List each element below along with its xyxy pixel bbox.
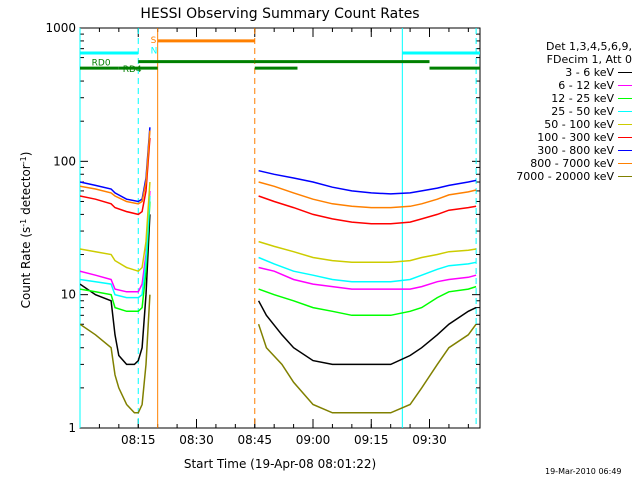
series-line <box>257 300 477 366</box>
y-tick-label: 100 <box>53 154 76 168</box>
plot-frame <box>79 27 481 429</box>
legend-item: 3 - 6 keV <box>500 66 632 79</box>
legend-swatch <box>618 124 632 125</box>
legend-swatch <box>618 72 632 73</box>
series-line <box>80 201 151 313</box>
legend-swatch <box>618 150 632 151</box>
legend-header-line-1: Det 1,3,4,5,6,9, <box>545 40 632 53</box>
flag-label: RD4 <box>123 65 142 75</box>
legend-item-label: 12 - 25 keV <box>551 92 614 105</box>
chart-title: HESSI Observing Summary Count Rates <box>140 6 419 22</box>
x-tick-label: 09:15 <box>354 433 389 447</box>
legend-item: 25 - 50 keV <box>500 105 632 118</box>
series-line <box>258 195 477 225</box>
series-line <box>258 181 477 209</box>
series-line <box>80 195 151 299</box>
x-tick-label: 08:45 <box>237 433 272 447</box>
legend-item-label: 300 - 800 keV <box>537 144 614 157</box>
series-line <box>258 256 477 283</box>
legend-item-label: 25 - 50 keV <box>551 105 614 118</box>
y-tick-label: 1 <box>68 421 76 435</box>
x-tick-label: 09:00 <box>296 433 331 447</box>
series-line <box>80 137 151 216</box>
legend-item: 7000 - 20000 keV <box>500 170 632 183</box>
series-line <box>258 169 477 195</box>
y-tick-label: 1000 <box>45 21 76 35</box>
x-axis-label: Start Time (19-Apr-08 08:01:22) <box>184 457 376 471</box>
legend-item: 300 - 800 keV <box>500 144 632 157</box>
legend-header-line-2: FDecim 1, Att 0 <box>546 53 632 66</box>
timestamp: 19-Mar-2010 06:49 <box>545 467 622 476</box>
legend-item: 6 - 12 keV <box>500 79 632 92</box>
legend-item-label: 3 - 6 keV <box>565 66 614 79</box>
legend-item-label: 50 - 100 keV <box>544 118 614 131</box>
series-line <box>258 285 477 317</box>
flag-label: RD0 <box>92 59 111 69</box>
flag-label: N <box>151 46 158 56</box>
series-line <box>80 181 151 273</box>
series-line <box>257 323 477 414</box>
y-axis-label: Count Rate (s-1 detector-1) <box>19 152 34 309</box>
x-tick-label: 08:30 <box>179 433 214 447</box>
series-line <box>80 214 151 366</box>
legend-item-label: 6 - 12 keV <box>558 79 614 92</box>
legend-item-label: 7000 - 20000 keV <box>516 170 614 183</box>
legend-swatch <box>618 98 632 99</box>
x-tick-label: 08:15 <box>121 433 156 447</box>
legend-item-label: 800 - 7000 keV <box>530 157 614 170</box>
series-line <box>258 266 477 290</box>
legend-swatch <box>618 85 632 86</box>
legend-swatch <box>618 176 632 177</box>
x-tick-label: 09:30 <box>412 433 447 447</box>
legend-item-label: 100 - 300 keV <box>537 131 614 144</box>
series-line <box>258 240 477 264</box>
flag-label: S <box>151 36 157 46</box>
legend-item: 12 - 25 keV <box>500 92 632 105</box>
plot-area: 1 10 100 1000 08:15 08:30 08:45 09:00 09:15 09:30… <box>45 21 481 447</box>
legend-item: 50 - 100 keV <box>500 118 632 131</box>
series-line <box>80 294 151 414</box>
legend-item: 100 - 300 keV <box>500 131 632 144</box>
legend-swatch <box>618 163 632 164</box>
legend-item: 800 - 7000 keV <box>500 157 632 170</box>
y-tick-label: 10 <box>61 288 76 302</box>
legend-swatch <box>618 137 632 138</box>
series-line <box>80 190 151 293</box>
legend-swatch <box>618 111 632 112</box>
series-line <box>80 127 151 203</box>
series-line <box>80 130 151 205</box>
legend: Det 1,3,4,5,6,9, FDecim 1, Att 0 3 - 6 k… <box>500 40 632 183</box>
